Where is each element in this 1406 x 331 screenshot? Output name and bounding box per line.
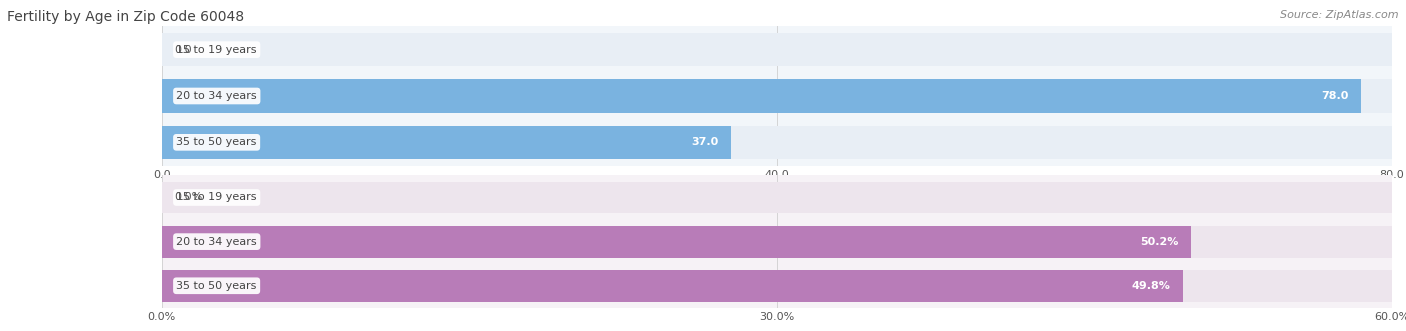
Bar <box>162 79 1392 113</box>
Text: 35 to 50 years: 35 to 50 years <box>177 281 257 291</box>
Bar <box>162 126 1392 159</box>
Text: 49.8%: 49.8% <box>1132 281 1170 291</box>
Text: 78.0: 78.0 <box>1322 91 1348 101</box>
Text: 0.0: 0.0 <box>174 45 191 55</box>
Text: Source: ZipAtlas.com: Source: ZipAtlas.com <box>1281 10 1399 20</box>
Text: 15 to 19 years: 15 to 19 years <box>177 193 257 203</box>
Text: 37.0: 37.0 <box>692 137 718 147</box>
Bar <box>162 33 1392 66</box>
Bar <box>162 182 1392 213</box>
Text: 15 to 19 years: 15 to 19 years <box>177 45 257 55</box>
Text: 20 to 34 years: 20 to 34 years <box>177 237 257 247</box>
Bar <box>162 126 731 159</box>
Text: 35 to 50 years: 35 to 50 years <box>177 137 257 147</box>
Bar <box>162 270 1392 302</box>
Bar <box>162 226 1191 258</box>
Bar <box>162 79 1361 113</box>
Bar <box>162 270 1182 302</box>
Text: 20 to 34 years: 20 to 34 years <box>177 91 257 101</box>
Text: 50.2%: 50.2% <box>1140 237 1178 247</box>
Text: Fertility by Age in Zip Code 60048: Fertility by Age in Zip Code 60048 <box>7 10 245 24</box>
Bar <box>162 226 1392 258</box>
Text: 0.0%: 0.0% <box>174 193 202 203</box>
